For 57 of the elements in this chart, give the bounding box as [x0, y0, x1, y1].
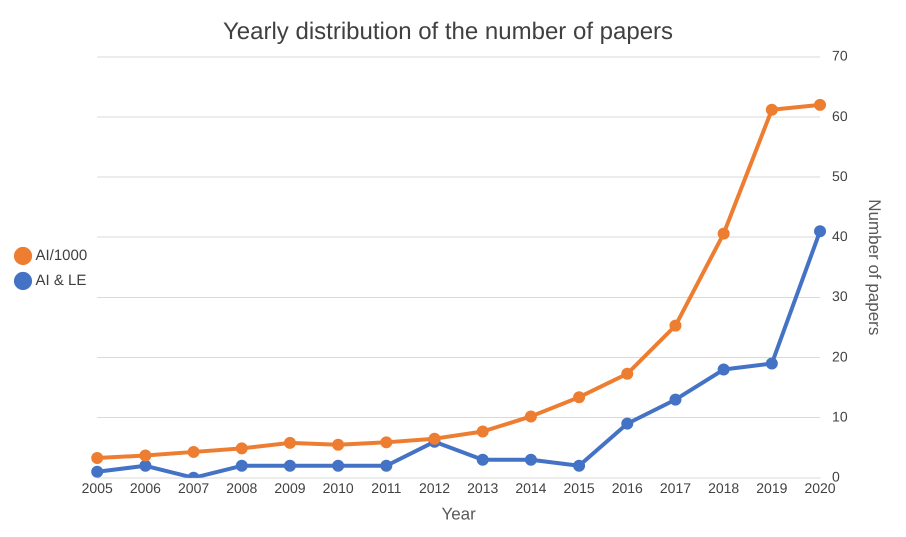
x-tick-label: 2015	[564, 480, 595, 496]
point	[621, 368, 634, 380]
point	[91, 466, 104, 478]
x-axis-title: Year	[441, 504, 476, 524]
y-tick-label: 10	[832, 408, 848, 425]
point	[284, 460, 296, 472]
y-tick-label: 60	[832, 108, 848, 124]
x-tick-label: 2008	[226, 480, 258, 496]
point	[766, 104, 778, 116]
x-tick-label: 2009	[274, 480, 306, 496]
x-tick-label: 2011	[371, 480, 402, 496]
point	[380, 460, 392, 472]
point	[428, 432, 441, 445]
y-axis-title: Number of papers	[865, 199, 884, 336]
y-tick-label: 30	[832, 288, 848, 304]
x-tick-label: 2012	[418, 480, 450, 496]
point	[669, 394, 682, 406]
point	[718, 364, 730, 376]
point	[91, 452, 104, 464]
x-tick-label: 2019	[756, 480, 788, 496]
x-tick-label: 2016	[612, 480, 644, 496]
point	[573, 391, 586, 404]
x-tick-label: 2014	[515, 480, 547, 496]
x-tick-label: 2017	[660, 480, 692, 496]
x-tick-label: 2005	[82, 480, 113, 496]
point	[139, 460, 152, 472]
point	[380, 436, 392, 448]
point	[524, 454, 537, 466]
point	[332, 438, 344, 451]
point	[476, 425, 489, 438]
x-tick-label: 2013	[467, 480, 498, 496]
legend-label: AI/1000	[36, 247, 88, 264]
point	[621, 418, 634, 430]
point	[188, 446, 200, 458]
point	[524, 410, 537, 422]
point	[332, 460, 344, 472]
point	[814, 225, 826, 238]
y-tick-label: 20	[832, 348, 848, 364]
point	[814, 98, 826, 111]
y-tick-label: 50	[832, 168, 848, 184]
point	[284, 436, 296, 449]
point	[236, 460, 248, 472]
point	[139, 450, 152, 462]
x-tick-label: 2006	[130, 480, 162, 496]
x-tick-label: 2010	[322, 480, 354, 496]
x-tick-label: 2007	[178, 480, 210, 496]
point	[766, 358, 778, 370]
chart-title: Yearly distribution of the number of papers	[222, 18, 674, 46]
point	[476, 454, 489, 466]
point	[236, 442, 248, 454]
point	[718, 228, 730, 240]
legend-label: AI & LE	[36, 272, 86, 290]
point	[573, 460, 586, 472]
x-tick-label: 2018	[708, 480, 740, 496]
y-tick-label: 40	[832, 228, 848, 244]
y-tick-label: 70	[832, 48, 848, 64]
point	[669, 320, 682, 332]
